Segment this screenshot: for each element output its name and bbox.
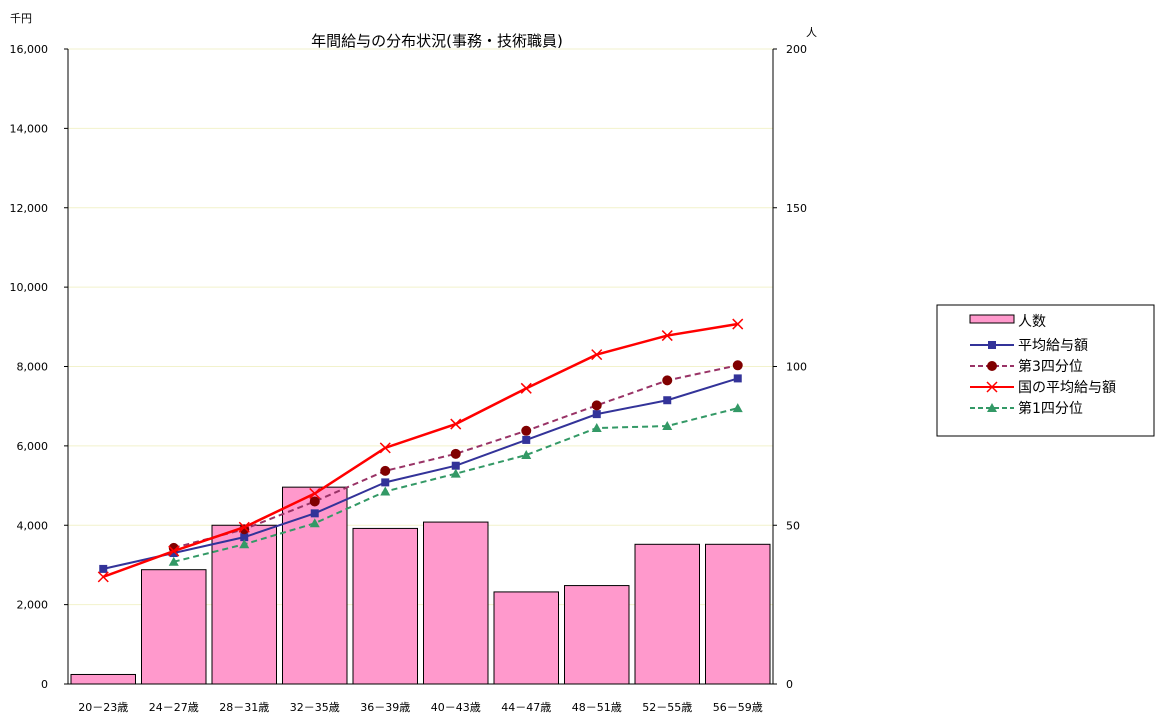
data-point [663,396,672,405]
chart-title: 年間給与の分布状況(事務・技術職員) [311,32,563,50]
data-point [168,545,180,557]
grid-lines [68,48,773,606]
data-point [521,450,532,460]
data-point [379,442,391,454]
left-tick-label: 2,000 [17,599,49,612]
bar-headcount [705,543,771,685]
legend-swatch-headcount [969,314,1015,324]
data-point [99,564,108,573]
data-point [732,360,743,371]
data-point [592,410,601,419]
x-tick-label: 40－43歳 [431,701,481,714]
left-axis-ticks: 0 2,000 4,000 6,000 8,000 10,000 12,000 14,000 1… [10,43,68,691]
right-tick-label: 50 [786,519,800,532]
line-series [99,374,742,573]
data-point [310,509,319,518]
legend-marker [987,403,997,412]
left-tick-label: 16,000 [10,43,49,56]
left-tick-label: 4,000 [17,519,49,532]
left-tick-label: 12,000 [10,202,49,215]
legend-box [936,304,1155,437]
legend-label: 第3四分位 [1018,358,1083,375]
data-point [662,375,673,386]
data-point [450,448,461,459]
left-axis-unit: 千円 [10,12,32,25]
data-point [381,478,390,487]
left-tick-label: 8,000 [17,361,49,374]
right-tick-label: 150 [786,202,807,215]
legend-label: 国の平均給与額 [1018,380,1116,396]
x-tick-label: 48－51歳 [572,701,622,714]
data-point [309,487,321,500]
x-tick-label: 56－59歳 [713,701,763,714]
series-line [102,322,738,579]
bar-headcount [211,524,277,685]
x-axis-ticks: 20－23歳 24－27歳 28－31歳 32－35歳 36－39歳 40－43歳 44－4… [78,701,763,714]
data-point [521,425,532,436]
bar-headcount [70,673,136,685]
left-tick-label: 10,000 [10,281,49,294]
data-point [169,549,178,558]
data-point [380,486,391,496]
line-series [97,318,744,583]
left-tick-label: 14,000 [10,122,49,135]
data-point [662,421,673,431]
data-point [451,461,460,470]
data-point [97,571,109,583]
data-point [520,382,532,394]
data-point [238,521,250,533]
legend-marker [986,381,998,393]
x-tick-label: 36－39歳 [360,701,410,714]
data-point [661,330,673,342]
x-tick-label: 44－47歳 [501,701,551,714]
right-tick-label: 200 [786,43,807,56]
line-series-group [97,318,744,583]
legend-label: 平均給与額 [1018,338,1088,354]
bar-headcount [634,543,700,685]
right-tick-label: 100 [786,361,807,374]
data-point [591,400,602,411]
right-axis-unit: 人 [806,26,817,39]
legend-marker [987,361,997,371]
data-point [732,318,744,330]
data-point [591,423,602,433]
legend-label: 第1四分位 [1018,400,1083,417]
bar-headcount [352,527,418,685]
series-line [103,377,739,570]
data-point [240,533,249,542]
left-tick-label: 0 [41,678,48,691]
bar-headcount [423,521,489,685]
bar-series-headcount [70,486,771,685]
data-point [591,349,603,361]
data-point [239,539,250,549]
x-tick-label: 20－23歳 [78,701,128,714]
data-point [309,518,320,528]
legend-label-headcount: 人数 [1018,314,1046,330]
data-point [450,418,462,430]
data-point [733,374,742,383]
right-tick-label: 0 [786,678,793,691]
bar-headcount [564,585,630,685]
series-line [173,407,738,563]
left-tick-label: 6,000 [17,440,49,453]
x-tick-label: 52－55歳 [642,701,692,714]
x-tick-label: 32－35歳 [290,701,340,714]
data-point [309,496,320,507]
data-point [522,435,531,444]
data-point [168,556,179,566]
bar-headcount [141,569,207,685]
x-tick-label: 28－31歳 [219,701,269,714]
right-axis-ticks: 0 50 100 150 200 [773,43,807,691]
line-series [168,403,743,566]
data-point [450,468,461,478]
legend-marker [988,341,996,349]
data-point [380,465,391,476]
bar-headcount [493,591,559,685]
data-point [732,403,743,413]
x-tick-label: 24－27歳 [149,701,199,714]
